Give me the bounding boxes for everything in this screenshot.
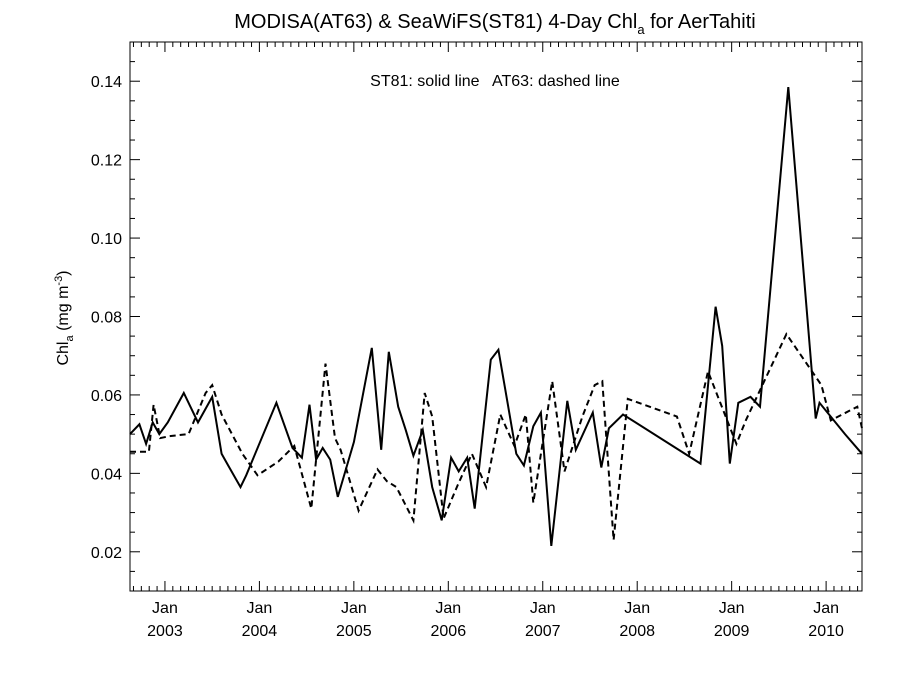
x-tick-label-month: Jan bbox=[530, 600, 556, 617]
x-tick-label-month: Jan bbox=[719, 600, 745, 617]
plot-frame bbox=[129, 41, 863, 592]
y-tick-label: 0.06 bbox=[91, 388, 122, 405]
x-tick-label-year: 2004 bbox=[242, 623, 278, 640]
x-tick-label-month: Jan bbox=[813, 600, 839, 617]
x-tick-label-month: Jan bbox=[341, 600, 367, 617]
x-tick-label-year: 2003 bbox=[147, 623, 183, 640]
x-tick-label-year: 2010 bbox=[808, 623, 844, 640]
y-tick-label: 0.14 bbox=[91, 74, 122, 91]
legend-annotation: ST81: solid line AT63: dashed line bbox=[370, 73, 620, 90]
y-tick-label: 0.08 bbox=[91, 310, 122, 327]
x-tick-label-year: 2008 bbox=[619, 623, 655, 640]
chart-title-main: MODISA(AT63) & SeaWiFS(ST81) 4-Day Chl bbox=[234, 11, 637, 33]
y-axis-label: Chla (mg m-3) bbox=[53, 270, 76, 365]
x-tick-label-year: 2005 bbox=[336, 623, 372, 640]
y-tick-label: 0.10 bbox=[91, 231, 122, 248]
chart-title-tail: for AerTahiti bbox=[645, 11, 756, 33]
y-axis-label-close: ) bbox=[55, 270, 72, 275]
x-tick-label-month: Jan bbox=[152, 600, 178, 617]
x-tick-label-month: Jan bbox=[247, 600, 273, 617]
y-axis-label-unit: (mg m bbox=[55, 286, 72, 336]
y-axis-label-main: Chl bbox=[55, 342, 72, 366]
y-axis-label-subscript: a bbox=[64, 335, 76, 342]
chart-title: MODISA(AT63) & SeaWiFS(ST81) 4-Day Chla … bbox=[234, 11, 755, 37]
x-tick-label-month: Jan bbox=[624, 600, 650, 617]
series-line-dashed bbox=[130, 332, 863, 541]
x-tick-label-year: 2009 bbox=[714, 623, 750, 640]
chart-title-subscript: a bbox=[637, 22, 645, 37]
x-tick-label-month: Jan bbox=[435, 600, 461, 617]
y-axis-label-superscript: -3 bbox=[53, 276, 65, 286]
plot-area: 0.02 0.04 0.06 0.08 0.10 0.12 0.14 Jan 2003 Jan 20… bbox=[91, 41, 863, 640]
x-tick-label-year: 2007 bbox=[525, 623, 561, 640]
x-tick-label-year: 2006 bbox=[431, 623, 467, 640]
y-tick-label: 0.12 bbox=[91, 153, 122, 170]
y-tick-label: 0.04 bbox=[91, 466, 122, 483]
y-tick-label: 0.02 bbox=[91, 545, 122, 562]
series-line-solid bbox=[129, 87, 863, 547]
